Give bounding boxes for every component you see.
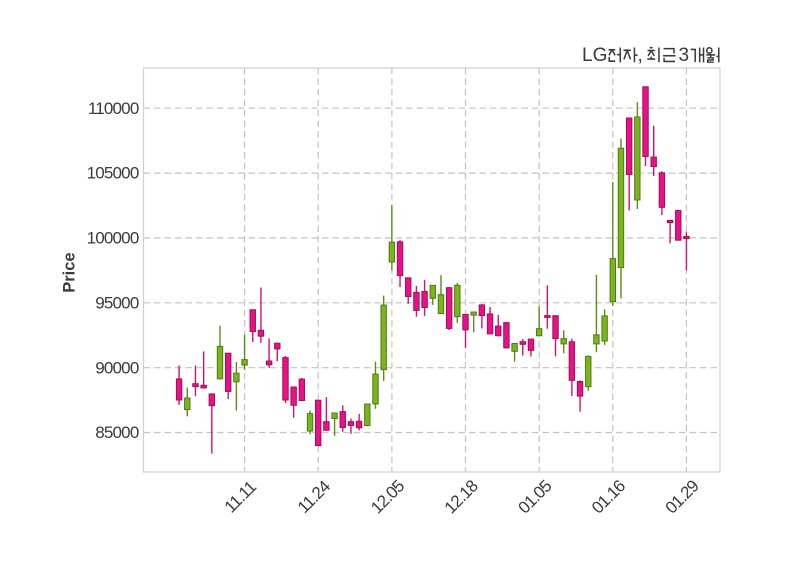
svg-text:LG: LG	[582, 45, 607, 66]
svg-text:Price: Price	[61, 252, 79, 292]
svg-text:95000: 95000	[95, 293, 139, 312]
svg-text:3: 3	[679, 45, 690, 66]
svg-text:90000: 90000	[95, 358, 139, 377]
svg-text:110000: 110000	[88, 99, 139, 118]
svg-text:105000: 105000	[87, 164, 139, 183]
svg-text:100000: 100000	[87, 229, 139, 248]
svg-text:85000: 85000	[95, 423, 139, 442]
svg-text:,: ,	[638, 45, 643, 66]
